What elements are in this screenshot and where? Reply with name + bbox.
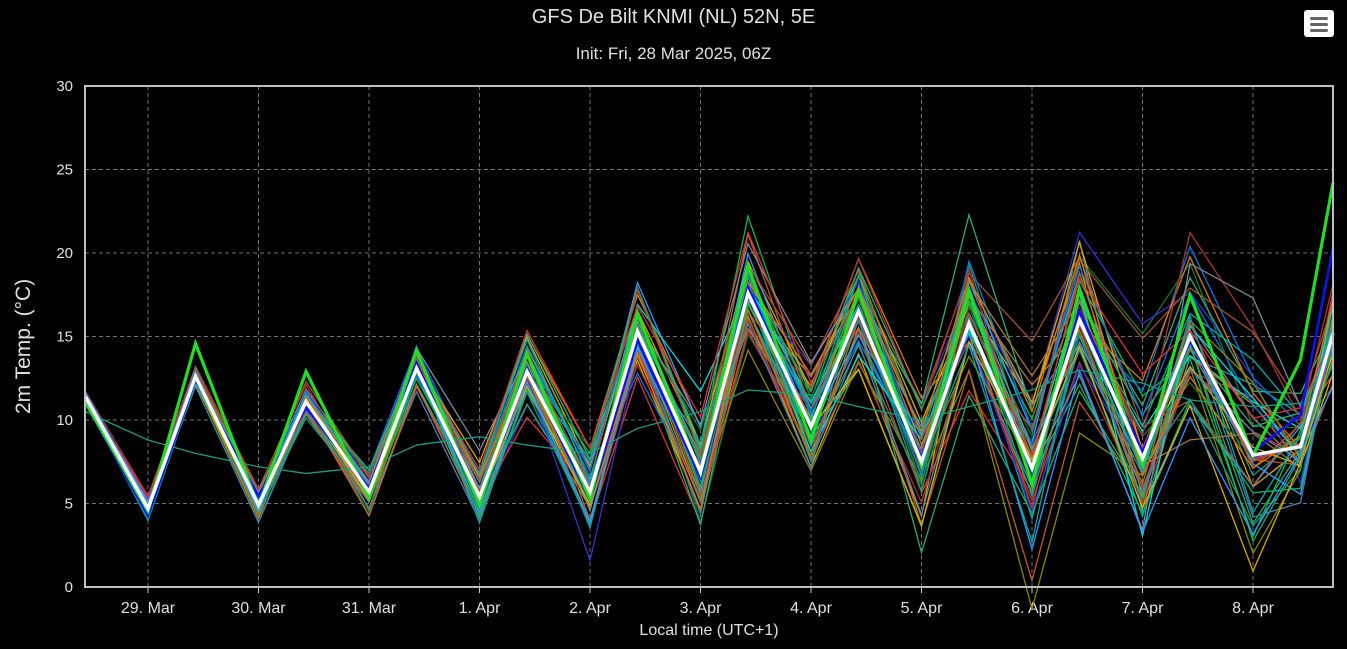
svg-text:20: 20 xyxy=(56,245,73,262)
svg-text:30. Mar: 30. Mar xyxy=(231,600,286,617)
svg-text:4. Apr: 4. Apr xyxy=(790,600,832,617)
svg-text:10: 10 xyxy=(56,412,73,429)
svg-text:8. Apr: 8. Apr xyxy=(1232,600,1274,617)
svg-text:3. Apr: 3. Apr xyxy=(680,600,722,617)
svg-text:0: 0 xyxy=(65,579,73,596)
svg-text:15: 15 xyxy=(56,329,73,346)
svg-text:31. Mar: 31. Mar xyxy=(342,600,397,617)
svg-text:30: 30 xyxy=(56,78,73,95)
svg-text:29. Mar: 29. Mar xyxy=(121,600,176,617)
svg-text:2. Apr: 2. Apr xyxy=(569,600,611,617)
svg-text:25: 25 xyxy=(56,162,73,179)
svg-text:1. Apr: 1. Apr xyxy=(459,600,501,617)
svg-text:7. Apr: 7. Apr xyxy=(1122,600,1164,617)
svg-text:5: 5 xyxy=(65,496,73,513)
svg-text:5. Apr: 5. Apr xyxy=(901,600,943,617)
